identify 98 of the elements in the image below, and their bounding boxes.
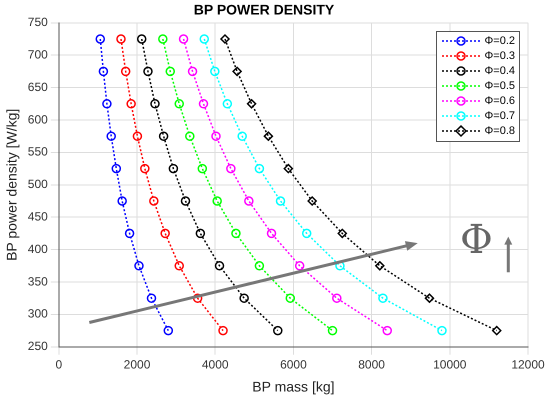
point <box>117 196 127 206</box>
point <box>196 228 206 238</box>
point <box>158 131 168 141</box>
legend-label: Φ=0.2 <box>484 35 515 48</box>
x-tick-label: 8000 <box>358 357 386 372</box>
x-tick-label: 6000 <box>280 357 308 372</box>
chart-title: BP POWER DENSITY <box>194 1 335 18</box>
point <box>237 131 247 141</box>
point <box>164 326 174 336</box>
point <box>106 131 116 141</box>
point <box>174 99 184 109</box>
y-tick-label: 600 <box>28 112 48 126</box>
point <box>150 99 160 109</box>
y-axis-title: BP power density [W/kg] <box>3 108 20 261</box>
point <box>98 66 108 76</box>
x-axis-title: BP mass [kg] <box>252 378 335 394</box>
point <box>218 326 228 336</box>
point <box>232 66 242 76</box>
point <box>200 34 210 44</box>
y-tick-label: 750 <box>28 15 48 30</box>
point <box>338 228 348 238</box>
point <box>160 228 170 238</box>
point <box>136 34 146 44</box>
point <box>166 66 175 76</box>
point <box>264 131 274 141</box>
point <box>437 326 447 336</box>
point <box>102 99 112 109</box>
y-tick-label: 250 <box>28 339 48 354</box>
point <box>174 261 184 271</box>
point <box>286 293 296 303</box>
point <box>158 34 168 44</box>
x-tick-label: 4000 <box>202 357 229 372</box>
y-tick-label: 700 <box>28 48 48 62</box>
x-tick-label: 0 <box>55 357 62 372</box>
point <box>198 164 208 174</box>
legend-label: Φ=0.8 <box>484 125 515 138</box>
point <box>120 66 130 76</box>
y-tick-label: 300 <box>28 306 48 321</box>
point <box>132 131 142 141</box>
point <box>254 261 264 271</box>
point <box>214 261 224 271</box>
point <box>382 326 392 336</box>
point <box>178 34 188 44</box>
legend-label: Φ=0.5 <box>484 80 515 92</box>
point <box>239 293 249 303</box>
point <box>231 228 241 238</box>
point <box>294 261 304 271</box>
point <box>284 164 294 174</box>
point <box>146 293 156 303</box>
y-tick-label: 500 <box>28 177 48 192</box>
point <box>212 196 222 206</box>
y-tick-label: 650 <box>28 80 48 94</box>
point <box>273 326 283 336</box>
point <box>185 131 195 141</box>
point <box>492 326 502 336</box>
point <box>188 66 198 76</box>
y-tick-label: 450 <box>28 210 48 224</box>
point <box>149 196 159 206</box>
x-tick-label: 10000 <box>433 357 467 372</box>
legend-label: Φ=0.3 <box>484 50 515 62</box>
point <box>254 164 264 174</box>
point <box>246 99 256 109</box>
point <box>116 34 126 44</box>
point <box>112 164 122 174</box>
point <box>266 228 276 238</box>
point <box>192 293 202 303</box>
point <box>168 164 178 174</box>
legend-label: Φ=0.6 <box>484 95 515 108</box>
point <box>226 164 236 174</box>
y-tick-label: 350 <box>28 274 48 288</box>
point <box>180 196 190 206</box>
point <box>140 164 150 174</box>
point <box>143 66 153 76</box>
annotation: Φ <box>460 217 493 264</box>
point <box>96 34 106 44</box>
legend-label: Φ=0.7 <box>484 110 515 122</box>
point <box>220 34 230 44</box>
y-tick-label: 400 <box>28 242 48 256</box>
point <box>424 293 434 303</box>
point <box>375 261 385 271</box>
point <box>276 196 286 206</box>
point <box>210 66 220 76</box>
point <box>222 99 232 109</box>
point <box>328 326 338 336</box>
point <box>307 196 317 206</box>
point <box>124 228 134 238</box>
point <box>332 293 342 303</box>
point <box>126 99 136 109</box>
point <box>302 228 312 238</box>
point <box>198 99 208 109</box>
x-tick-label: 12000 <box>511 357 546 372</box>
point <box>211 131 221 141</box>
point <box>134 261 144 271</box>
point <box>378 293 388 303</box>
x-tick-label: 2000 <box>124 357 151 372</box>
point <box>244 196 254 206</box>
y-tick-label: 550 <box>28 144 48 159</box>
legend-label: Φ=0.4 <box>484 65 515 78</box>
